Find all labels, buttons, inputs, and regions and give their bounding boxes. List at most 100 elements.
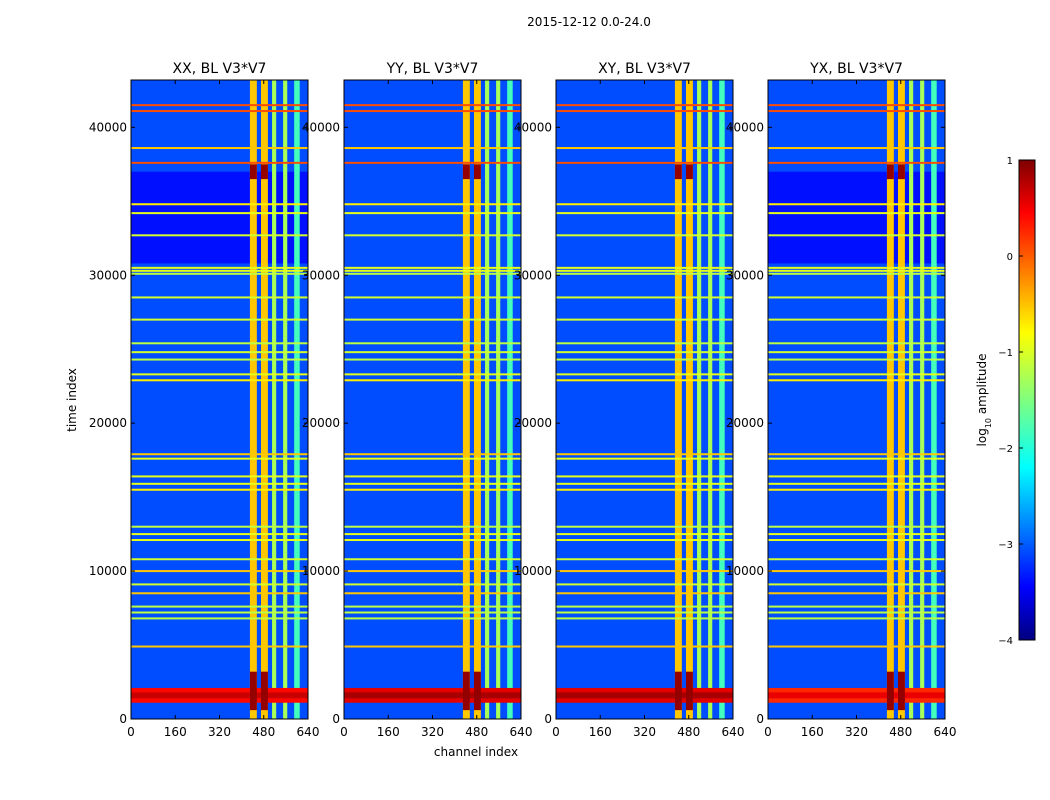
heatmap-rfi-row	[344, 457, 521, 460]
heatmap-rfi-row	[556, 525, 733, 528]
y-axis-label: time index	[65, 368, 79, 432]
panel-yy: YY, BL V3*V7 0 160 320 480 640 0 10000 20000 3000…	[302, 61, 533, 739]
heatmap-background	[556, 80, 733, 719]
heatmap-band-event	[674, 671, 682, 711]
heatmap-rfi-row	[768, 570, 945, 573]
heatmap-rfi-row	[131, 475, 308, 478]
heatmap-band-event	[462, 164, 470, 180]
heatmap-rfi-row	[344, 296, 521, 299]
heatmap-rfi-row	[344, 453, 521, 456]
heatmap-strong-event-core	[556, 692, 733, 699]
heatmap-rfi-row	[131, 605, 308, 608]
heatmap-rfi-row	[556, 266, 733, 269]
heatmap-rfi-row	[131, 266, 308, 269]
heatmap-strong-event-core	[344, 692, 521, 699]
heatmap-rfi-row	[768, 482, 945, 485]
heatmap-rfi-row	[768, 266, 945, 269]
heatmap-rfi-row	[131, 342, 308, 345]
heatmap-rfi-row	[131, 488, 308, 491]
heatmap-rfi-row	[344, 373, 521, 376]
heatmap-rfi-row	[556, 457, 733, 460]
heatmap-rfi-row	[344, 234, 521, 237]
heatmap-rfi-row	[556, 110, 733, 113]
x-tick-label: 640	[297, 725, 320, 739]
heatmap-rfi-row	[556, 104, 733, 107]
colorbar-label: log10 amplitude	[975, 354, 993, 447]
heatmap-band-event	[897, 671, 905, 711]
heatmap-rfi-row	[768, 592, 945, 595]
y-tick-label: 40000	[514, 120, 552, 134]
heatmap-rfi-row	[344, 611, 521, 614]
heatmap-rfi-row	[344, 645, 521, 648]
y-tick-label: 40000	[302, 120, 340, 134]
heatmap-rfi-row	[131, 351, 308, 354]
heatmap-rfi-row	[556, 611, 733, 614]
heatmap-channel-band	[697, 80, 702, 719]
heatmap-rfi-row	[344, 272, 521, 275]
x-tick-label: 480	[889, 725, 912, 739]
heatmap-rfi-row	[344, 266, 521, 269]
heatmap-rfi-row	[768, 379, 945, 382]
y-tick-label: 0	[119, 712, 127, 726]
heatmap-channel-band	[283, 80, 288, 719]
heatmap-channel-band	[496, 80, 501, 719]
heatmap-channel-band	[897, 80, 905, 719]
y-tick-label: 20000	[89, 416, 127, 430]
heatmap-channel-band	[260, 80, 268, 719]
heatmap-rfi-row	[131, 358, 308, 361]
panel-xy: XY, BL V3*V7 0 160 320 480 640 0 10000 20000 3000…	[514, 61, 745, 739]
heatmap-rfi-row	[768, 611, 945, 614]
heatmap-rfi-row	[768, 605, 945, 608]
colorbar-tick-label: −1	[998, 348, 1013, 359]
heatmap-quiet-region	[131, 171, 308, 264]
heatmap-rfi-row	[131, 592, 308, 595]
x-tick-label: 160	[377, 725, 400, 739]
heatmap-channel-band	[909, 80, 914, 719]
panel-title: XX, BL V3*V7	[173, 61, 267, 77]
heatmap-channel-band	[507, 80, 513, 719]
heatmap-rfi-row	[768, 475, 945, 478]
heatmap-rfi-row	[556, 212, 733, 215]
panel-title: XY, BL V3*V7	[598, 61, 691, 77]
x-tick-label: 480	[252, 725, 275, 739]
heatmap-rfi-row	[556, 488, 733, 491]
heatmap-rfi-row	[344, 482, 521, 485]
x-tick-label: 0	[127, 725, 135, 739]
heatmap-rfi-row	[556, 533, 733, 536]
heatmap-rfi-row	[768, 457, 945, 460]
x-tick-label: 320	[208, 725, 231, 739]
heatmap-band-event	[249, 671, 257, 711]
heatmap-rfi-row	[131, 645, 308, 648]
heatmap-rfi-row	[768, 617, 945, 620]
heatmap-strong-event-core	[131, 692, 308, 699]
heatmap-band-event	[260, 164, 268, 180]
heatmap-rfi-row	[556, 161, 733, 164]
heatmap-channel-band	[920, 80, 925, 719]
x-tick-label: 320	[421, 725, 444, 739]
heatmap-rfi-row	[344, 342, 521, 345]
heatmap-rfi-row	[131, 611, 308, 614]
heatmap-channel-band	[272, 80, 277, 719]
heatmap-rfi-row	[344, 147, 521, 150]
heatmap-rfi-row	[131, 558, 308, 561]
heatmap-rfi-row	[768, 203, 945, 206]
heatmap-rfi-row	[556, 203, 733, 206]
panel-title: YY, BL V3*V7	[386, 61, 479, 77]
y-tick-label: 10000	[514, 564, 552, 578]
heatmap-rfi-row	[344, 617, 521, 620]
heatmap-channel-band	[485, 80, 490, 719]
heatmap-rfi-row	[131, 373, 308, 376]
heatmap-strong-event-core	[768, 692, 945, 699]
heatmap-rfi-row	[131, 296, 308, 299]
colorbar-tick-label: 0	[1007, 252, 1013, 263]
heatmap-band-event	[685, 671, 693, 711]
heatmap-rfi-row	[344, 558, 521, 561]
x-tick-label: 160	[589, 725, 612, 739]
heatmap-rfi-row	[768, 161, 945, 164]
y-tick-label: 0	[332, 712, 340, 726]
heatmap-rfi-row	[344, 104, 521, 107]
colorbar-gradient	[1018, 159, 1036, 641]
heatmap-rfi-row	[768, 525, 945, 528]
heatmap-rfi-row	[344, 525, 521, 528]
